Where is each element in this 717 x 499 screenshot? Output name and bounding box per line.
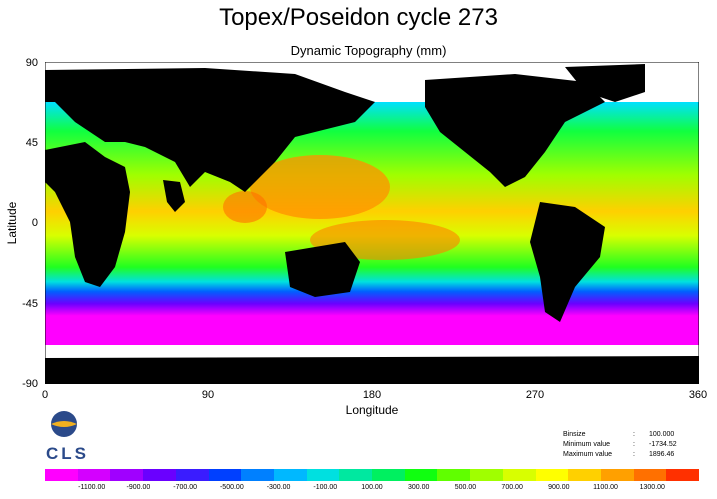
stat-value: -1734.52: [649, 441, 677, 448]
y-tick-label: 45: [25, 137, 38, 149]
warm-pool-indonesia: [223, 191, 267, 223]
colorbar-tick-label: -100.00: [313, 484, 338, 491]
colorbar-swatch: [110, 469, 144, 481]
stat-value: 100.000: [649, 431, 675, 438]
south-america: [530, 202, 605, 322]
india: [163, 180, 185, 212]
stat-label: Binsize: [563, 431, 586, 438]
colorbar-tick-label: 100.00: [361, 484, 383, 491]
colorbar-swatch: [502, 469, 536, 481]
stat-value: 1896.46: [649, 451, 675, 458]
greenland: [565, 64, 645, 102]
colorbar-tick-label: -300.00: [266, 484, 291, 491]
logo-text: CLS: [46, 444, 89, 463]
stat-sep: :: [633, 451, 635, 458]
y-axis-label: Latitude: [5, 201, 19, 245]
colorbar-swatch: [535, 469, 569, 481]
colorbar-swatch: [339, 469, 373, 481]
antarctica: [45, 356, 699, 384]
x-tick-label: 270: [525, 389, 545, 401]
colorbar-swatch: [437, 469, 471, 481]
colorbar-swatch: [208, 469, 242, 481]
colorbar-tick-label: 700.00: [501, 484, 523, 491]
colorbar-tick-label: -1100.00: [78, 484, 106, 491]
colorbar-swatch: [175, 469, 209, 481]
colorbar-tick-label: -900.00: [126, 484, 151, 491]
colorbar-tick-label: 1300.00: [639, 484, 665, 491]
colorbar-tick-label: 500.00: [454, 484, 477, 491]
colorbar-tick-label: -500.00: [219, 484, 244, 491]
x-tick-label: 0: [41, 389, 49, 401]
stat-label: Minimum value: [563, 441, 611, 448]
warm-pool-north-pacific: [250, 155, 390, 219]
colorbar: [45, 469, 700, 481]
colorbar-swatch: [45, 469, 79, 481]
colorbar-swatch: [372, 469, 406, 481]
colorbar-tick-label: 1100.00: [593, 484, 618, 491]
colorbar-swatch: [241, 469, 275, 481]
cls-logo-icon: [51, 411, 77, 437]
stat-label: Maximum value: [563, 451, 613, 458]
colorbar-tick-label: -700.00: [173, 484, 198, 491]
y-tick-label: 0: [31, 217, 38, 229]
colorbar-swatch: [633, 469, 667, 481]
colorbar-tick-label: 900.00: [548, 484, 570, 491]
x-axis-label: Longitude: [345, 403, 399, 417]
chart-subtitle: Dynamic Topography (mm): [290, 43, 447, 58]
y-tick-label: -90: [22, 378, 38, 390]
chart-title: Topex/Poseidon cycle 273: [219, 4, 498, 31]
colorbar-swatch: [568, 469, 602, 481]
stat-sep: :: [633, 431, 635, 438]
colorbar-tick-label: 300.00: [407, 484, 430, 491]
colorbar-swatch: [77, 469, 111, 481]
eurasia: [45, 68, 375, 192]
colorbar-swatch: [273, 469, 308, 481]
y-tick-label: -45: [22, 298, 38, 310]
colorbar-swatch: [470, 469, 504, 481]
landmasses: [45, 64, 699, 384]
x-tick-label: 180: [362, 389, 382, 401]
colorbar-swatch: [404, 469, 438, 481]
map-plot: [45, 62, 699, 384]
africa: [45, 142, 130, 287]
north-america: [425, 74, 605, 187]
stats-panel: Binsize : 100.000 Minimum value : -1734.…: [563, 431, 703, 461]
y-tick-label: 90: [25, 57, 38, 69]
australia: [285, 242, 360, 297]
colorbar-swatch: [600, 469, 635, 481]
x-tick-label: 360: [688, 389, 708, 401]
colorbar-swatch: [666, 469, 700, 481]
colorbar-swatch: [306, 469, 340, 481]
stat-sep: :: [633, 441, 635, 448]
x-tick-label: 90: [201, 389, 215, 401]
colorbar-swatch: [143, 469, 177, 481]
